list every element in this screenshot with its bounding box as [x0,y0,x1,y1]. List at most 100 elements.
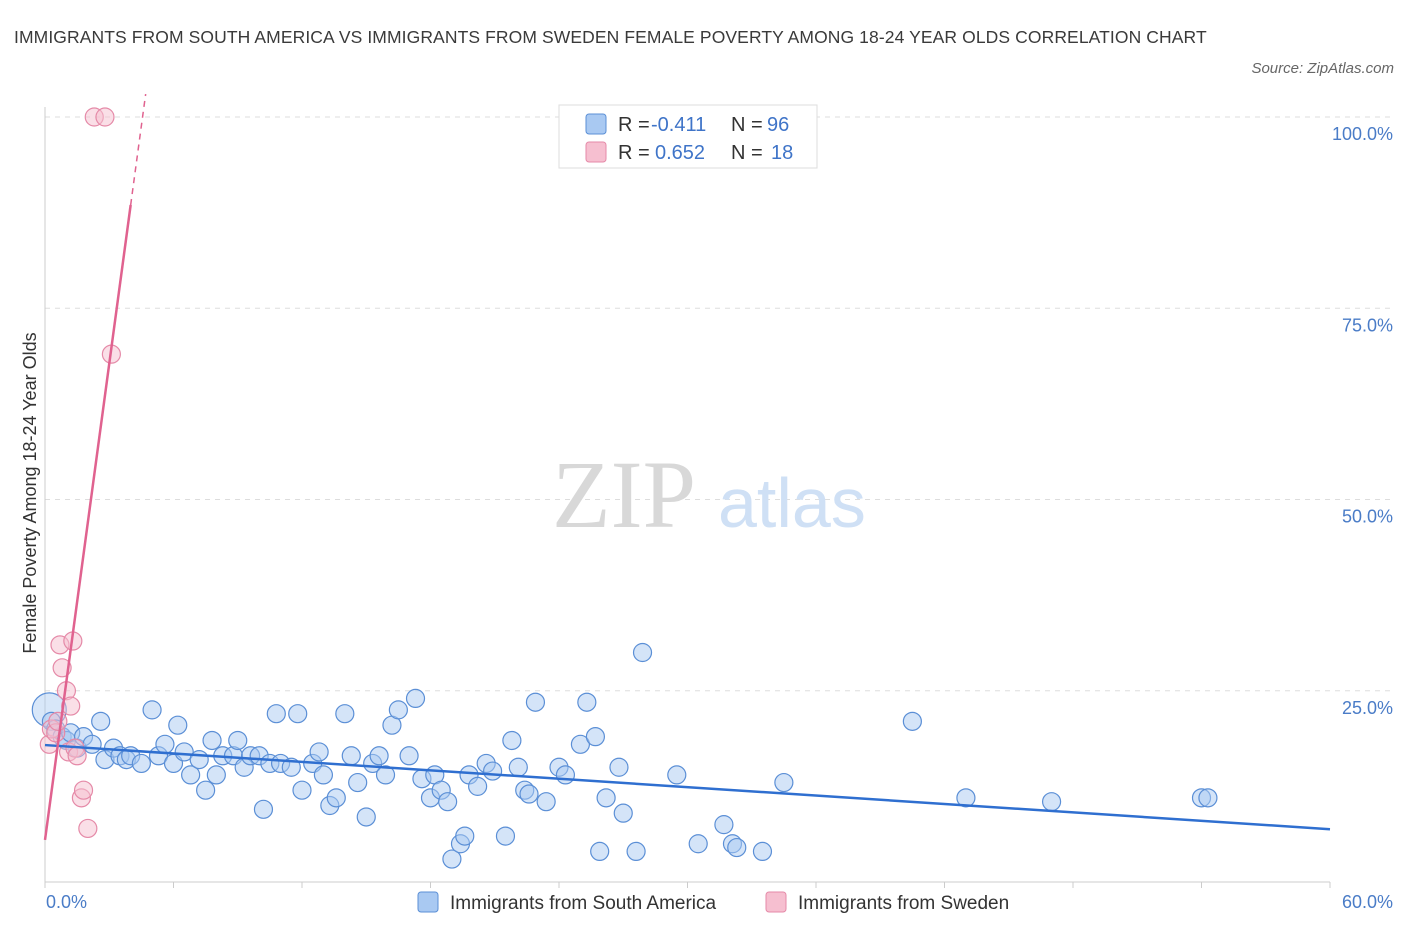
point-south-america-8 [82,734,102,754]
point-south-america-85 [632,642,653,663]
point-south-america-70 [508,757,528,777]
point-south-america-63 [455,826,475,846]
point-south-america-91 [752,841,773,862]
point-south-america-54 [399,746,419,766]
point-south-america-39 [292,780,312,800]
x-tick-label-min: 0.0% [46,892,87,912]
point-south-america-92 [774,772,794,793]
point-south-america-23 [189,749,209,770]
point-south-america-69 [502,730,522,751]
legend-swatch-south-america [585,113,607,135]
point-south-america-76 [555,765,576,785]
point-south-america-77 [570,734,591,754]
legend-n-label-2: N = [731,142,763,164]
point-south-america-67 [483,761,503,781]
point-sweden-8 [61,696,81,716]
point-south-america-51 [375,765,396,785]
bottom-legend-swatch-south-america [417,891,439,913]
point-south-america-60 [438,792,458,812]
point-south-america-38 [288,704,308,724]
trend-line-sweden [43,204,132,841]
watermark-atlas: atlas [718,464,866,542]
point-south-america-97 [1198,788,1218,808]
x-tick-labels: 0.0% 60.0% [46,892,1393,912]
trend-line-south-america [44,743,1331,831]
y-tick-label-2: 75.0% [1342,315,1393,335]
point-south-america-73 [525,692,546,712]
y-tick-label-0: 25.0% [1342,698,1393,718]
point-south-america-48 [356,807,376,827]
legend-r-value-2: 0.652 [655,142,705,164]
point-south-america-68 [495,826,516,846]
point-south-america-18 [155,734,175,754]
point-south-america-45 [335,704,355,724]
point-south-america-42 [313,765,334,785]
legend-box: R = -0.411 N = 96 R = 0.652 N = 18 [558,104,818,169]
point-south-america-46 [341,746,361,766]
legend-n-label-1: N = [731,114,763,136]
legend-r-label-1: R = [618,114,650,136]
point-south-america-78 [577,692,597,712]
watermark-zip: ZIP [552,441,696,548]
point-south-america-29 [228,730,248,751]
point-south-america-25 [202,730,222,751]
y-axis-label: Female Poverty Among 18-24 Year Olds [20,332,40,653]
point-south-america-26 [206,765,226,785]
point-south-america-79 [585,727,606,747]
point-south-america-47 [348,772,368,793]
y-tick-label-3: 100.0% [1332,124,1393,144]
point-sweden-3 [48,711,68,731]
point-south-america-16 [142,700,162,720]
point-south-america-9 [91,711,111,731]
x-tick-label-max: 60.0% [1342,892,1393,912]
point-south-america-93 [902,711,922,731]
point-south-america-95 [1041,792,1062,812]
watermark: ZIP atlas [552,441,866,548]
bottom-legend-swatch-sweden [765,891,787,913]
point-south-america-22 [181,765,201,785]
legend-n-value-2: 18 [771,142,793,164]
point-south-america-72 [519,784,539,804]
point-south-america-33 [253,799,274,819]
point-south-america-87 [688,834,708,854]
point-south-america-24 [196,780,216,800]
point-south-america-90 [727,837,747,858]
bottom-legend-label-sweden: Immigrants from Sweden [798,893,1009,914]
point-south-america-41 [309,742,329,762]
point-south-america-37 [281,757,301,777]
point-south-america-44 [326,788,346,808]
point-south-america-20 [168,715,188,735]
point-south-america-15 [131,753,151,774]
chart-source: Source: ZipAtlas.com [1251,60,1394,77]
bottom-legend-label-south-america: Immigrants from South America [450,893,717,914]
point-south-america-83 [613,803,633,823]
legend-r-value-1: -0.411 [651,114,706,136]
point-south-america-74 [536,792,556,812]
point-sweden-11 [67,746,87,766]
trend-line-sweden-extension [129,93,147,206]
point-south-america-86 [667,765,687,785]
legend-n-value-1: 96 [767,114,789,136]
point-south-america-55 [405,688,426,709]
point-south-america-80 [590,841,610,862]
point-south-america-35 [266,704,286,724]
point-south-america-21 [174,742,194,762]
legend-r-label-2: R = [618,142,650,164]
point-south-america-81 [596,788,616,808]
point-south-america-94 [956,788,976,808]
point-south-america-61 [442,849,462,869]
y-tick-label-1: 50.0% [1342,507,1393,527]
point-south-america-50 [369,746,389,766]
chart-title: IMMIGRANTS FROM SOUTH AMERICA VS IMMIGRA… [14,27,1207,47]
point-south-america-84 [626,841,646,862]
y-tick-labels: 25.0% 50.0% 75.0% 100.0% [1332,124,1393,718]
point-sweden-17 [95,107,115,127]
trend-lines [43,93,1331,841]
legend-swatch-sweden [585,141,607,163]
point-sweden-14 [78,818,98,839]
grid-lines [45,116,1390,692]
bottom-legend: Immigrants from South America Immigrants… [417,891,1009,914]
point-south-america-53 [388,700,408,720]
point-south-america-65 [468,776,488,796]
